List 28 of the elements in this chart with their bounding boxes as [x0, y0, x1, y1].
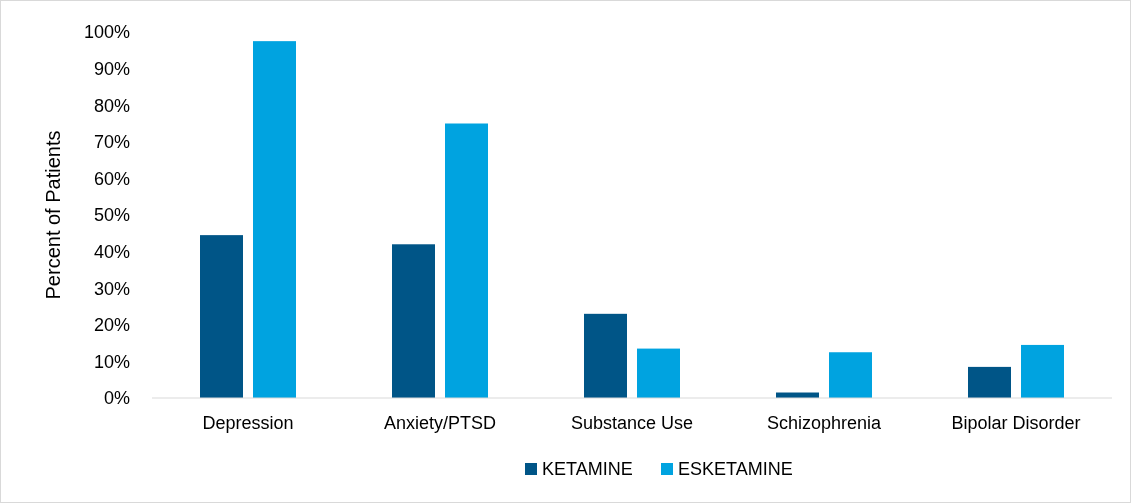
bar: [829, 352, 872, 398]
y-tick-label: 60%: [93, 168, 130, 189]
bar: [445, 123, 488, 398]
bar: [637, 348, 680, 398]
y-tick-label: 50%: [93, 205, 130, 226]
y-tick-label: 100%: [83, 22, 130, 43]
bar: [200, 235, 243, 398]
bar: [253, 41, 296, 398]
y-tick-label: 30%: [93, 278, 130, 299]
x-tick-label: Bipolar Disorder: [951, 413, 1081, 433]
legend-label: ESKETAMINE: [678, 459, 793, 480]
bar: [392, 244, 435, 398]
x-tick-label: Anxiety/PTSD: [383, 413, 497, 433]
y-tick-label: 80%: [93, 95, 130, 116]
x-tick-label: Substance Use: [570, 413, 694, 433]
y-axis-title: Percent of Patients: [42, 130, 64, 300]
x-tick-label: Depression: [202, 413, 294, 433]
y-tick-label: 10%: [93, 351, 130, 372]
y-tick-label: 0%: [103, 388, 130, 409]
y-tick-label: 90%: [93, 58, 130, 79]
bar: [584, 313, 627, 398]
y-tick-label: 20%: [93, 315, 130, 336]
bar: [968, 366, 1011, 398]
y-tick-label: 40%: [93, 241, 130, 262]
legend-label: KETAMINE: [542, 459, 633, 480]
x-tick-label: Schizophrenia: [766, 413, 883, 433]
bar: [1021, 344, 1064, 398]
y-tick-label: 70%: [93, 132, 130, 153]
